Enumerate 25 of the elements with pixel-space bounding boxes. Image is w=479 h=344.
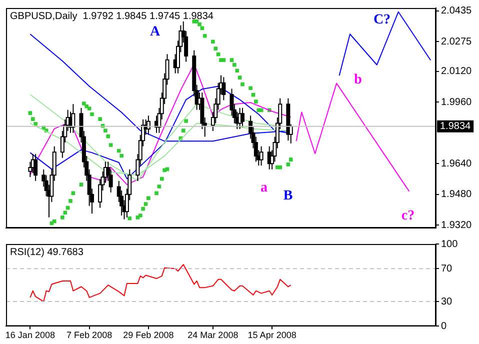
y-tick-label: 2.0120 [441, 66, 472, 78]
y-tick-label: 1.9480 [441, 189, 472, 200]
annotation: a [260, 180, 268, 196]
y-tick-label: 30 [441, 296, 453, 308]
x-tick-label: 24 Mar 2008 [188, 330, 238, 340]
annotation: c? [401, 208, 415, 224]
annotation: b [354, 72, 362, 88]
x-tick-label: 29 Feb 2008 [123, 330, 174, 340]
chart-title: RSI(12) 49.7683 [10, 246, 84, 258]
x-tick-label: 15 Apr 2008 [248, 330, 296, 340]
y-tick-label: 2.0435 [441, 6, 472, 17]
y-tick-label: 1.9320 [441, 220, 472, 231]
y-tick-label: 70 [441, 263, 453, 274]
x-tick-label: 7 Feb 2008 [66, 330, 112, 340]
y-tick-label: 100 [441, 238, 458, 250]
y-tick-label: 2.0275 [441, 36, 472, 48]
chart-title: GBPUSD,Daily 1.9792 1.9845 1.9745 1.9834 [10, 10, 214, 22]
annotation: B [283, 188, 293, 204]
annotation: C? [373, 12, 391, 28]
ref-line-label: 1.9834 [440, 121, 472, 132]
y-tick-label: 1.9640 [441, 158, 472, 170]
x-tick-label: 16 Jan 2008 [5, 330, 55, 340]
annotation: A [150, 24, 161, 40]
y-tick-label: 1.9960 [441, 96, 472, 108]
y-tick-label: 0 [441, 320, 447, 332]
